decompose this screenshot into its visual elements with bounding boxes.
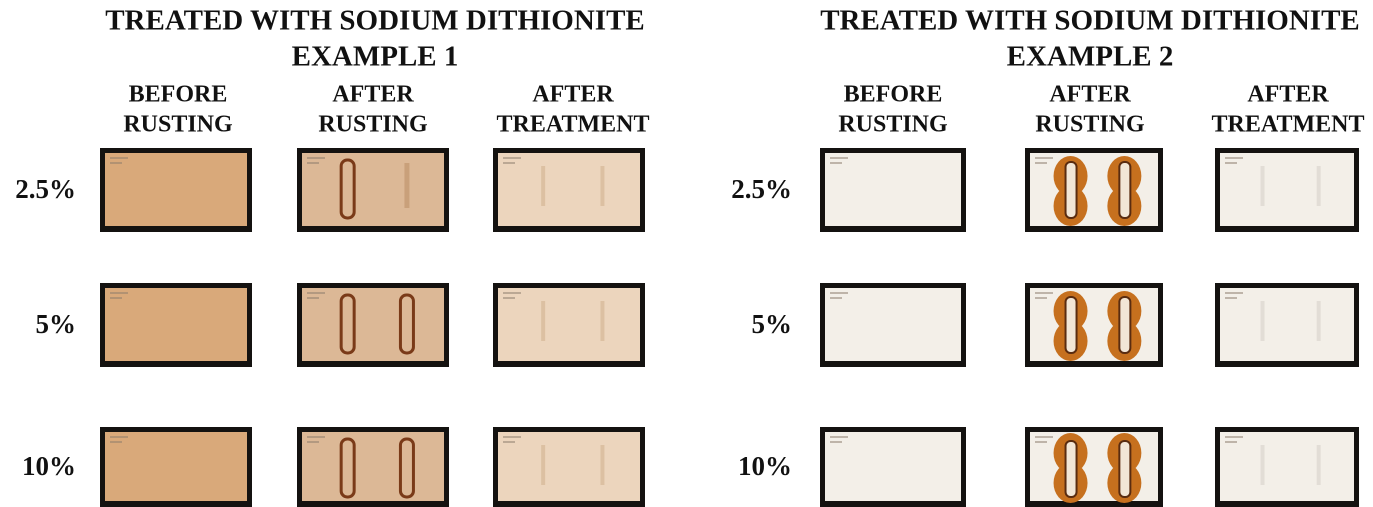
faint-mark: [541, 166, 545, 206]
paper-sample: [498, 288, 640, 361]
panel-title: TREATED WITH SODIUM DITHIONITE: [105, 5, 645, 37]
faint-mark: [600, 301, 604, 341]
paper-sample: [1220, 153, 1354, 226]
paper-sample: [105, 288, 247, 361]
paper-sample: [105, 153, 247, 226]
row-label: 5%: [36, 309, 77, 339]
column-header: RUSTING: [1035, 112, 1145, 138]
sample-photo: [493, 283, 645, 367]
sample-photo: [100, 283, 252, 367]
row-label: 2.5%: [15, 174, 76, 204]
panel-title: TREATED WITH SODIUM DITHIONITE: [820, 5, 1360, 37]
paper-sample: [1220, 288, 1354, 361]
paper-sample: [302, 432, 444, 501]
sample-photo: [1025, 148, 1163, 232]
column-header: RUSTING: [123, 112, 233, 138]
column-header: BEFORE: [844, 82, 943, 108]
faint-mark: [600, 445, 604, 485]
sample-photo: [297, 148, 449, 232]
figure: TREATED WITH SODIUM DITHIONITE EXAMPLE 1 B…: [0, 0, 1373, 507]
paper-sample: [825, 288, 961, 361]
paper-sample: [302, 288, 444, 361]
sample-photo: [820, 427, 966, 507]
faint-mark: [1317, 166, 1321, 206]
column-header: BEFORE: [129, 82, 228, 108]
faint-mark: [1261, 166, 1265, 206]
sample-photo: [100, 148, 252, 232]
column-header: TREATMENT: [497, 112, 650, 138]
faint-mark: [1317, 445, 1321, 485]
sample-photo: [1215, 148, 1359, 232]
sample-photo: [820, 148, 966, 232]
faint-mark: [541, 445, 545, 485]
faint-mark: [1317, 301, 1321, 341]
sample-photo: [1215, 427, 1359, 507]
row-label: 10%: [22, 451, 76, 481]
row-label: 2.5%: [731, 174, 792, 204]
paperclip: [1119, 441, 1130, 497]
paper-sample: [498, 153, 640, 226]
sample-photo: [493, 427, 645, 507]
row-label: 10%: [738, 451, 792, 481]
paper-sample: [825, 153, 961, 226]
paperclip: [1119, 162, 1130, 218]
sample-photo: [1025, 283, 1163, 367]
paperclip: [1066, 297, 1077, 353]
column-header: TREATMENT: [1212, 112, 1365, 138]
faint-mark: [541, 301, 545, 341]
sample-photo: [820, 283, 966, 367]
paperclip: [1119, 297, 1130, 353]
faint-mark: [1261, 445, 1265, 485]
column-header: RUSTING: [838, 112, 948, 138]
panel-subtitle: EXAMPLE 2: [1007, 41, 1174, 73]
sample-photo: [1025, 427, 1163, 507]
faint-mark: [1261, 301, 1265, 341]
paper-sample: [105, 432, 247, 501]
faint-mark: [600, 166, 604, 206]
sample-photo: [493, 148, 645, 232]
sample-photo: [297, 283, 449, 367]
paper-sample: [1220, 432, 1354, 501]
sample-photo: [1215, 283, 1359, 367]
row-label: 5%: [752, 309, 793, 339]
sample-photo: [100, 427, 252, 507]
paper-sample: [825, 432, 961, 501]
column-header: RUSTING: [318, 112, 428, 138]
paperclip: [1066, 162, 1077, 218]
paper-sample: [302, 153, 444, 226]
paperclip: [1066, 441, 1077, 497]
column-header: AFTER: [1049, 82, 1131, 108]
column-header: AFTER: [332, 82, 414, 108]
panel-subtitle: EXAMPLE 1: [292, 41, 459, 73]
paper-sample: [498, 432, 640, 501]
column-header: AFTER: [1247, 82, 1329, 108]
sample-photo: [297, 427, 449, 507]
column-header: AFTER: [532, 82, 614, 108]
stain: [404, 163, 409, 208]
